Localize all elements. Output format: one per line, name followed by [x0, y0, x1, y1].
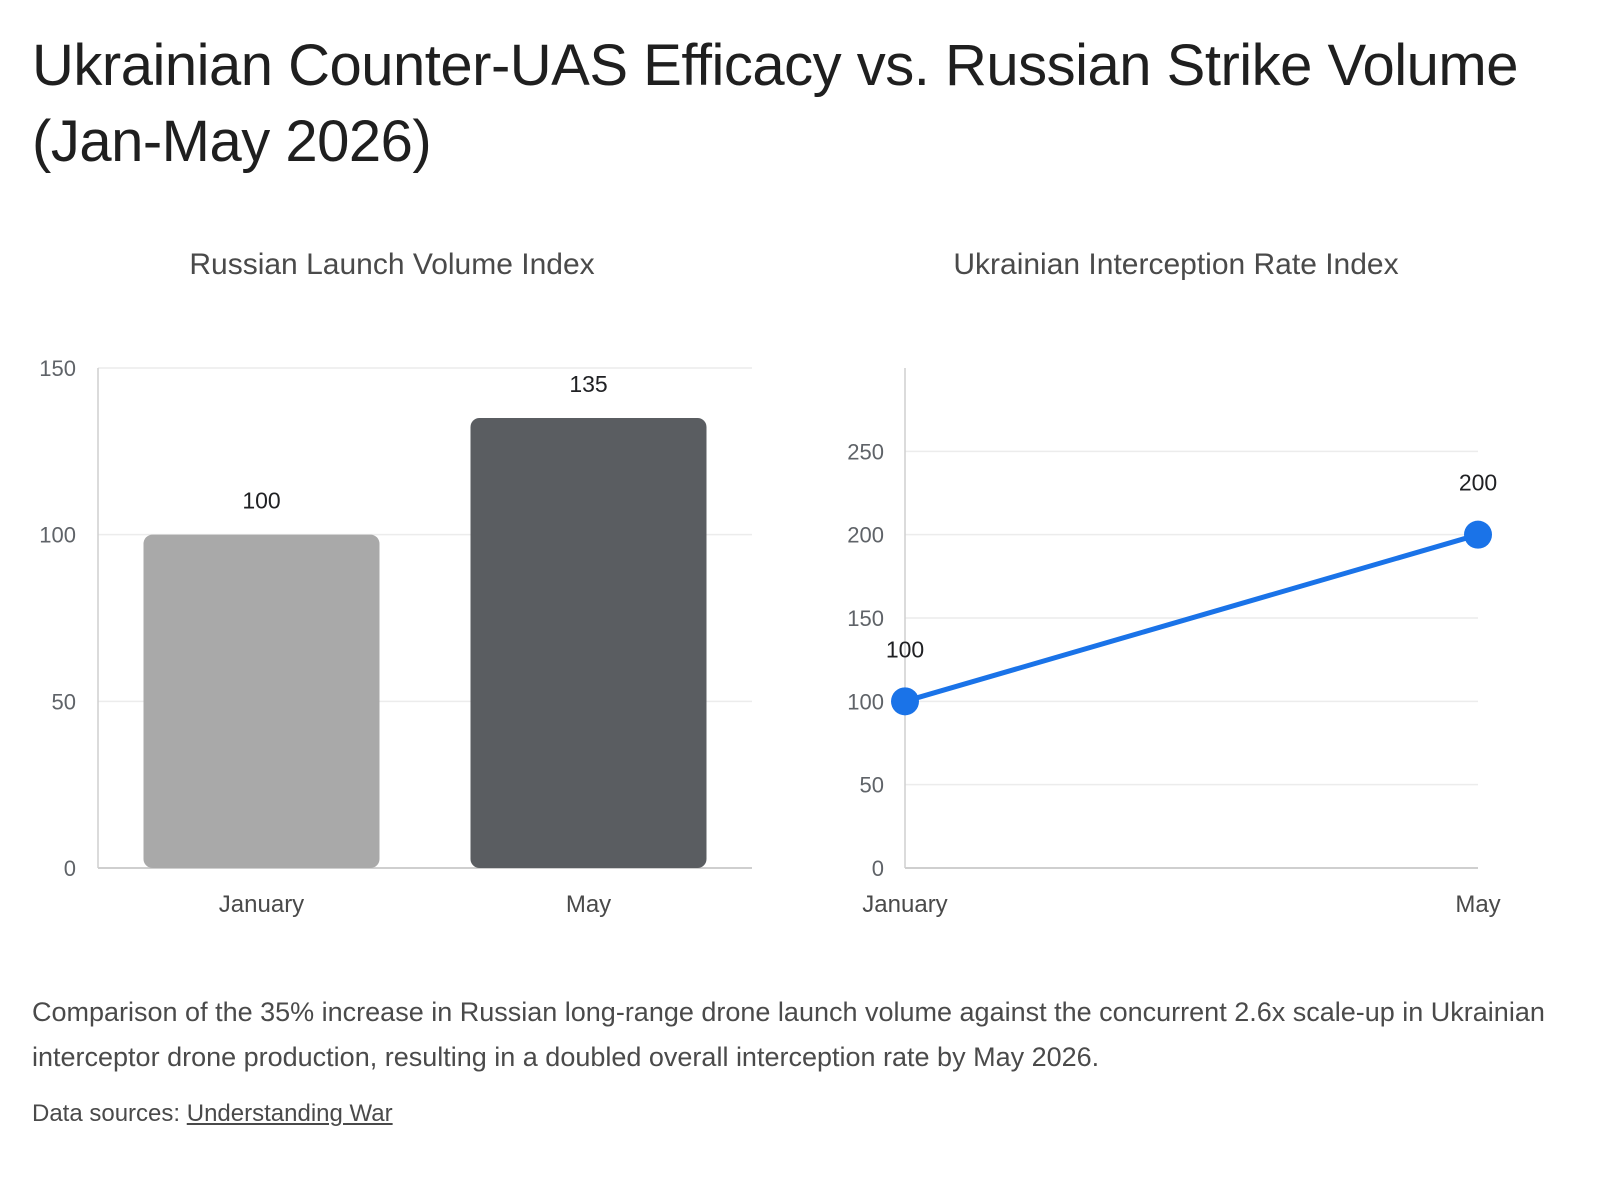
- interception-rate-chart-svg: Ukrainian Interception Rate Index0501001…: [847, 248, 1500, 918]
- bar-data-label: 100: [242, 488, 280, 514]
- y-tick-label: 50: [860, 773, 884, 798]
- bar-january: [143, 534, 380, 868]
- x-tick-label: January: [219, 891, 304, 918]
- x-tick-label: January: [862, 891, 947, 918]
- launch-volume-chart-svg: Russian Launch Volume Index 0 50 100 150 100 J…: [39, 248, 752, 918]
- point-data-label: 100: [886, 636, 924, 662]
- y-tick-label: 250: [847, 439, 884, 464]
- y-tick-label: 200: [847, 523, 884, 548]
- bar-may: [470, 418, 707, 868]
- x-tick-label: May: [1455, 891, 1500, 918]
- series-line: [902, 532, 1481, 704]
- y-tick-label: 150: [39, 356, 76, 381]
- data-sources: Data sources: Understanding War: [32, 1100, 393, 1128]
- page-title: Ukrainian Counter-UAS Efficacy vs. Russi…: [32, 33, 1518, 174]
- chart-caption: Comparison of the 35% increase in Russia…: [32, 997, 1545, 1072]
- data-point-may: [1464, 520, 1492, 549]
- launch-volume-chart: Russian Launch Volume Index 0 50 100 150 100 J…: [0, 230, 800, 950]
- data-sources-label: Data sources:: [32, 1100, 181, 1127]
- y-tick-label: 100: [847, 689, 884, 714]
- y-tick-label: 100: [39, 523, 76, 548]
- y-tick-label: 50: [52, 689, 76, 714]
- bar-data-label: 135: [569, 371, 607, 397]
- chart-title: Russian Launch Volume Index: [189, 248, 594, 281]
- understanding-war-link[interactable]: Understanding War: [186, 1100, 393, 1127]
- data-point-january: [891, 687, 919, 716]
- x-tick-label: May: [566, 891, 611, 918]
- y-tick-label: 150: [847, 606, 884, 631]
- chart-title: Ukrainian Interception Rate Index: [953, 248, 1398, 281]
- point-data-label: 200: [1459, 470, 1497, 496]
- interception-rate-chart: Ukrainian Interception Rate Index 0 50 100 1…: [800, 230, 1600, 950]
- y-tick-label: 0: [872, 856, 884, 881]
- y-tick-label: 0: [64, 856, 76, 881]
